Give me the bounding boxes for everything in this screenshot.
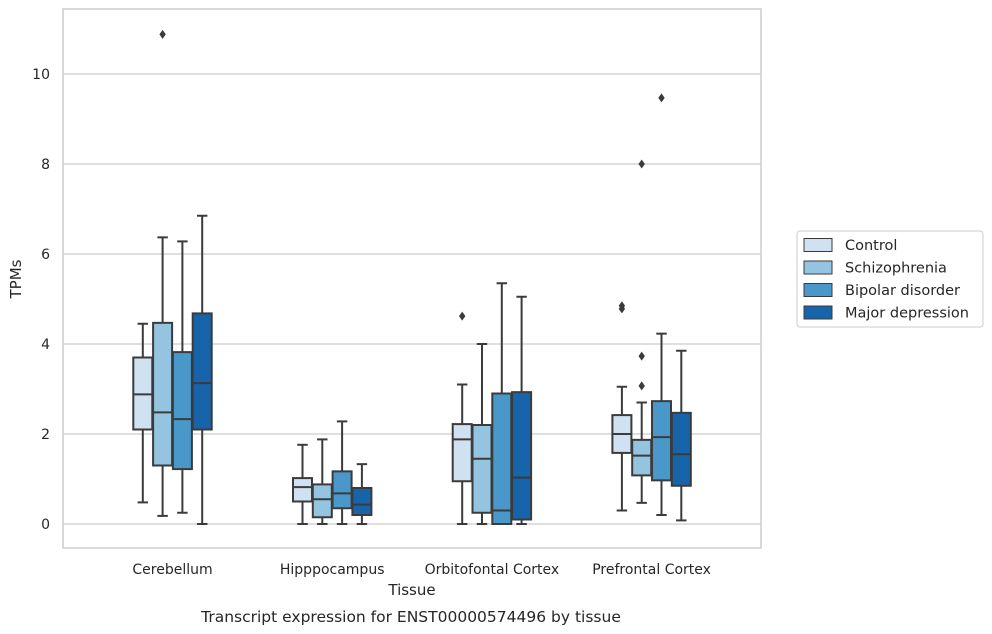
legend-label-1: Schizophrenia bbox=[845, 261, 947, 277]
box-body bbox=[191, 312, 213, 431]
box-body bbox=[511, 391, 533, 521]
box-body bbox=[670, 411, 692, 487]
box-bipolar-disorder-2 bbox=[491, 282, 513, 525]
box-body bbox=[292, 477, 313, 503]
x-tick-label-0: Cerebellum bbox=[132, 562, 212, 578]
y-tick-label-3: 6 bbox=[41, 247, 50, 263]
y-tick-label-1: 2 bbox=[41, 427, 50, 443]
box-bipolar-disorder-0 bbox=[171, 240, 193, 514]
legend-frame bbox=[796, 230, 984, 328]
chart-caption: Transcript expression for ENST0000057449… bbox=[200, 608, 621, 626]
box-body bbox=[331, 470, 353, 510]
legend-label-3: Major depression bbox=[845, 306, 969, 322]
legend: Control Schizophrenia Bipolar disorder Majo… bbox=[796, 230, 984, 328]
box-body bbox=[651, 400, 672, 482]
box-body bbox=[351, 487, 373, 516]
boxes-layer bbox=[132, 29, 692, 525]
outlier-point-0 bbox=[638, 381, 645, 391]
legend-swatch-3 bbox=[803, 305, 833, 320]
y-tick-label-5: 10 bbox=[32, 67, 50, 83]
outlier-point-0 bbox=[658, 93, 665, 103]
box-bipolar-disorder-3 bbox=[651, 93, 672, 516]
box-major-depression-1 bbox=[351, 463, 373, 525]
y-tick-labels: 0 2 4 6 8 10 bbox=[32, 67, 50, 533]
x-tick-labels: Cerebellum Hipppocampus Orbitofontal Corte… bbox=[132, 562, 711, 578]
box-body bbox=[311, 483, 333, 519]
box-major-depression-0 bbox=[191, 214, 213, 525]
x-tick-label-1: Hipppocampus bbox=[280, 562, 385, 578]
box-control-3 bbox=[611, 301, 633, 512]
x-axis-label: Tissue bbox=[387, 581, 435, 599]
box-body bbox=[171, 351, 193, 471]
box-body bbox=[491, 392, 513, 525]
outlier-point-0 bbox=[459, 311, 466, 321]
legend-swatch-0 bbox=[803, 238, 833, 252]
box-body bbox=[451, 423, 473, 483]
box-body bbox=[152, 321, 174, 467]
legend-label-2: Bipolar disorder bbox=[845, 283, 960, 299]
box-major-depression-3 bbox=[670, 349, 692, 522]
y-tick-label-0: 0 bbox=[41, 517, 50, 533]
y-tick-label-2: 4 bbox=[41, 337, 50, 353]
outlier-point-1 bbox=[618, 301, 626, 311]
y-axis-label: TPMs bbox=[7, 259, 25, 299]
x-tick-label-2: Orbitofontal Cortex bbox=[425, 562, 560, 578]
legend-swatch-1 bbox=[803, 260, 833, 275]
box-body bbox=[631, 438, 653, 477]
box-body bbox=[471, 424, 493, 514]
box-major-depression-2 bbox=[511, 295, 533, 525]
plot-frame bbox=[62, 8, 762, 549]
legend-swatch-2 bbox=[803, 283, 833, 297]
x-tick-label-3: Prefrontal Cortex bbox=[592, 562, 711, 578]
legend-label-0: Control bbox=[845, 238, 897, 254]
outlier-point-0 bbox=[159, 29, 166, 39]
outlier-point-1 bbox=[638, 351, 645, 361]
y-tick-label-4: 8 bbox=[41, 157, 50, 173]
outlier-point-2 bbox=[638, 159, 645, 169]
